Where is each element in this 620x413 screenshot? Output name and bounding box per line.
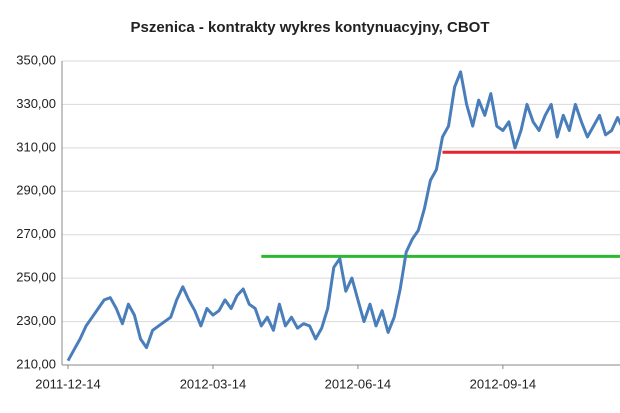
y-tick-label: 330,00 bbox=[16, 96, 56, 111]
x-tick-label: 2012-06-14 bbox=[325, 376, 392, 391]
y-tick-label: 270,00 bbox=[16, 226, 56, 241]
y-tick-label: 310,00 bbox=[16, 139, 56, 154]
y-tick-label: 290,00 bbox=[16, 183, 56, 198]
y-tick-label: 250,00 bbox=[16, 270, 56, 285]
price-line bbox=[66, 70, 620, 362]
x-tick-label: 2011-12-14 bbox=[35, 376, 101, 391]
y-tick-label: 230,00 bbox=[16, 313, 56, 328]
x-tick-label: 2012-09-14 bbox=[470, 376, 537, 391]
y-tick-label: 350,00 bbox=[16, 52, 56, 67]
chart-title: Pszenica - kontrakty wykres kontynuacyjn… bbox=[130, 19, 489, 36]
x-tick-label: 2012-03-14 bbox=[180, 376, 247, 391]
y-tick-label: 210,00 bbox=[16, 356, 56, 371]
